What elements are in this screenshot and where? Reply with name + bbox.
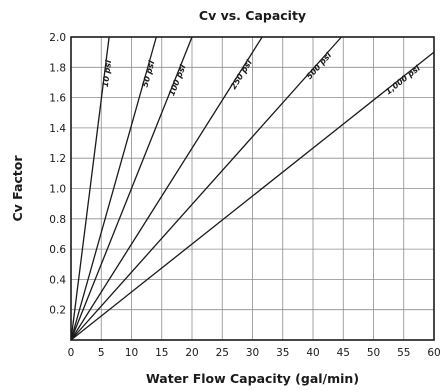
y-tick-label: 1.0 bbox=[49, 184, 66, 196]
y-tick-label: 0.6 bbox=[49, 244, 66, 256]
x-tick-label: 50 bbox=[367, 347, 380, 359]
x-tick-label: 0 bbox=[68, 347, 75, 359]
series-label-100-psi: 100 psi bbox=[167, 63, 188, 97]
x-tick-label: 5 bbox=[98, 347, 105, 359]
x-axis-label: Water Flow Capacity (gal/min) bbox=[146, 371, 359, 386]
x-tick-label: 15 bbox=[155, 347, 168, 359]
series-label-50-psi: 50 psi bbox=[140, 60, 156, 89]
y-tick-label: 1.6 bbox=[49, 93, 66, 105]
y-axis-label: Cv Factor bbox=[10, 155, 25, 222]
series-line-250-psi bbox=[70, 36, 263, 341]
x-tick-label: 55 bbox=[397, 347, 410, 359]
tick-labels: 0 5 10 15 20 25 30 35 40 45 50 55 60 0.2 0.4 0.6 0.8 1.0 1… bbox=[49, 32, 440, 359]
series-line-100-psi bbox=[70, 36, 193, 341]
x-tick-label: 10 bbox=[125, 347, 138, 359]
series-line-10-psi bbox=[70, 36, 110, 341]
series-label-500-psi: 500 psi bbox=[305, 51, 334, 82]
series-line-50-psi bbox=[70, 36, 157, 341]
series-line-1-000-psi bbox=[70, 51, 435, 341]
x-tick-label: 40 bbox=[306, 347, 319, 359]
y-tick-label: 1.8 bbox=[49, 62, 66, 74]
y-tick-label: 1.4 bbox=[49, 123, 66, 135]
y-tick-label: 2.0 bbox=[49, 32, 66, 44]
grid bbox=[71, 37, 434, 340]
series-label-10-psi: 10 psi bbox=[101, 59, 113, 87]
x-tick-label: 35 bbox=[276, 347, 289, 359]
x-tick-label: 25 bbox=[216, 347, 229, 359]
x-tick-label: 20 bbox=[185, 347, 198, 359]
chart-title: Cv vs. Capacity bbox=[199, 8, 306, 23]
series-label-250-psi: 250 psi bbox=[229, 58, 254, 91]
y-tick-label: 1.2 bbox=[49, 153, 66, 165]
plot-frame bbox=[70, 36, 435, 341]
x-tick-label: 60 bbox=[427, 347, 440, 359]
y-tick-label: 0.4 bbox=[49, 274, 66, 286]
series-lines bbox=[70, 36, 435, 341]
series-label-1-000-psi: 1,000 psi bbox=[384, 63, 422, 96]
series-line-500-psi bbox=[70, 36, 342, 341]
x-tick-label: 45 bbox=[337, 347, 350, 359]
y-tick-label: 0.2 bbox=[49, 305, 66, 317]
x-tick-label: 30 bbox=[246, 347, 259, 359]
y-tick-label: 0.8 bbox=[49, 214, 66, 226]
